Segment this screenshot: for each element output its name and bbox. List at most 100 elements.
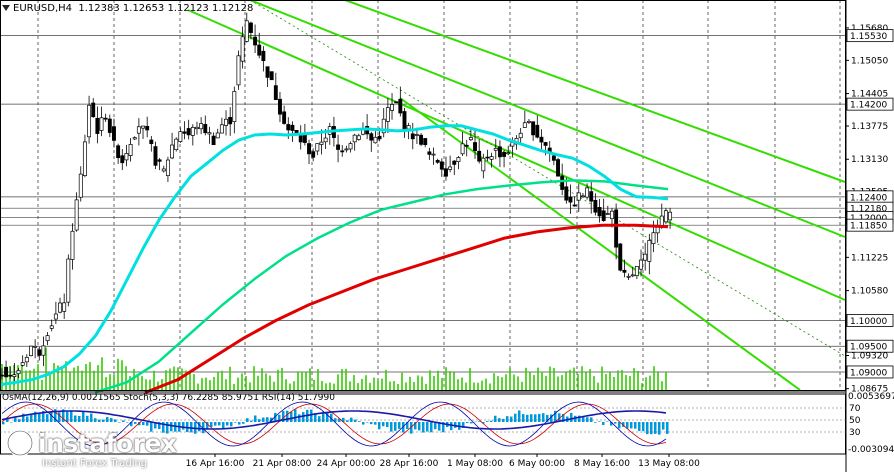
osma-bar bbox=[106, 416, 109, 422]
candle-body bbox=[473, 142, 477, 152]
candle-body bbox=[240, 36, 245, 62]
osma-bar bbox=[42, 411, 45, 422]
candle-body bbox=[232, 91, 237, 122]
osma-bar bbox=[154, 422, 157, 429]
candle-body bbox=[211, 135, 216, 146]
osma-bar bbox=[298, 414, 301, 422]
candle-body bbox=[643, 253, 648, 261]
candle-body bbox=[618, 243, 623, 271]
candle-body bbox=[112, 126, 116, 141]
candle-body bbox=[539, 136, 544, 143]
chart-title: EURUSD,H4 1.12383 1.12653 1.12123 1.1212… bbox=[2, 3, 253, 14]
candle-body bbox=[502, 152, 507, 157]
candle-body bbox=[439, 161, 444, 170]
osma-bar bbox=[234, 422, 237, 423]
candle-body bbox=[58, 302, 62, 313]
osma-bar bbox=[374, 422, 377, 425]
candle-body bbox=[207, 132, 212, 135]
osma-bar bbox=[242, 422, 245, 424]
osma-bar bbox=[582, 416, 585, 422]
candle-body bbox=[336, 144, 341, 150]
candle-body bbox=[572, 204, 577, 207]
osma-bar bbox=[570, 412, 573, 422]
candle-body bbox=[398, 98, 403, 114]
osma-bar bbox=[438, 422, 441, 431]
osma-bar bbox=[334, 418, 337, 422]
candle-body bbox=[165, 159, 170, 177]
time-tick-label: 24 Apr 00:00 bbox=[317, 459, 376, 469]
osma-bar bbox=[206, 422, 209, 430]
candle-body bbox=[182, 131, 187, 134]
candle-body bbox=[29, 345, 33, 357]
osma-bar bbox=[410, 422, 413, 434]
candle-body bbox=[522, 122, 527, 128]
candle-body bbox=[248, 22, 253, 33]
level-badges: 1.155301.142001.124001.121801.120001.118… bbox=[846, 29, 894, 378]
candle-body bbox=[62, 302, 67, 312]
osma-bar bbox=[122, 420, 125, 422]
osma-bar bbox=[578, 415, 581, 422]
osma-bar bbox=[590, 417, 593, 422]
osma-bar bbox=[338, 418, 341, 422]
candle-body bbox=[265, 66, 270, 78]
candles bbox=[0, 12, 673, 385]
osma-bar bbox=[486, 421, 489, 422]
candle-body bbox=[319, 141, 324, 145]
channel-line bbox=[187, 9, 846, 301]
ema-slow-line bbox=[144, 223, 669, 394]
osma-bar bbox=[478, 421, 481, 422]
osma-bar bbox=[66, 411, 69, 422]
osma-bar bbox=[522, 414, 525, 422]
candle-body bbox=[145, 125, 150, 131]
osma-bar bbox=[202, 422, 205, 434]
price-tick-label: 1.09320 bbox=[851, 351, 888, 361]
candle-body bbox=[87, 104, 92, 138]
osma-bar bbox=[318, 416, 321, 422]
osma-bar bbox=[662, 422, 665, 430]
candle-body bbox=[527, 120, 531, 123]
osma-bar bbox=[386, 422, 389, 428]
osma-bar bbox=[526, 414, 529, 422]
osma-bar bbox=[14, 417, 17, 422]
candle-body bbox=[464, 144, 469, 147]
osma-bar bbox=[214, 422, 217, 426]
osma-bar bbox=[130, 422, 133, 427]
candle-body bbox=[302, 135, 307, 143]
chevron-down-icon[interactable] bbox=[2, 5, 10, 11]
time-axis: 16 Apr 16:00 21 Apr 08:00 24 Apr 00:00 28 A… bbox=[186, 454, 700, 469]
osma-bar bbox=[266, 417, 269, 422]
candle-body bbox=[278, 98, 282, 115]
stoch-level-label: 30 bbox=[849, 428, 861, 438]
osma-bar bbox=[26, 416, 29, 422]
osma-bar bbox=[126, 422, 129, 423]
osma-bar bbox=[370, 422, 373, 425]
level-badge bbox=[846, 339, 894, 353]
channel-midline bbox=[249, 0, 846, 357]
osma-bar bbox=[650, 422, 653, 435]
osma-bar bbox=[286, 410, 289, 422]
osma-bar bbox=[86, 415, 89, 422]
logo-tagline: Instant Forex Trading bbox=[42, 458, 148, 469]
osma-bar bbox=[530, 414, 533, 422]
osma-bar bbox=[50, 411, 53, 422]
candle-body bbox=[315, 143, 320, 152]
osma-bar bbox=[558, 413, 561, 422]
candle-body bbox=[497, 146, 502, 158]
candle-body bbox=[585, 187, 590, 198]
candle-body bbox=[576, 192, 581, 201]
osma-bar bbox=[230, 422, 233, 427]
osma-bar bbox=[74, 415, 77, 422]
osma-bar bbox=[10, 422, 13, 423]
candle-body bbox=[12, 374, 17, 377]
osma-bar bbox=[254, 415, 257, 422]
candle-body bbox=[601, 210, 606, 222]
osma-bar bbox=[550, 414, 553, 422]
candle-body bbox=[593, 199, 598, 213]
candle-body bbox=[506, 152, 511, 154]
channel-line bbox=[249, 0, 846, 238]
osma-bar bbox=[390, 422, 393, 432]
channel-line bbox=[344, 0, 846, 183]
candle-body bbox=[161, 168, 166, 172]
candle-body bbox=[4, 366, 9, 378]
